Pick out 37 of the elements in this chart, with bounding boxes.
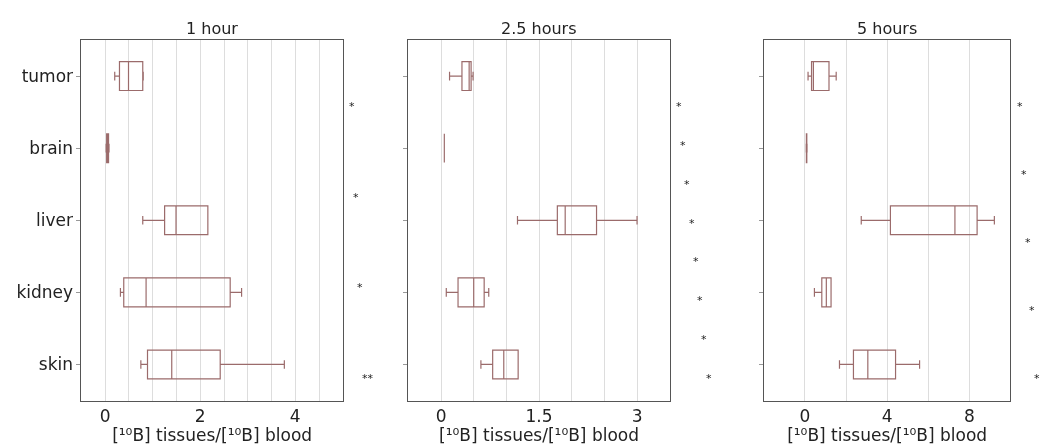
y-tick-label: brain <box>29 138 74 159</box>
x-tick-label: 3 <box>631 405 643 426</box>
x-tick-label: 1.5 <box>525 405 553 426</box>
text: * <box>684 178 690 191</box>
text: * <box>697 294 703 307</box>
text: * <box>693 255 699 268</box>
chart-title: 2.5 hours <box>501 19 577 38</box>
text: * <box>706 372 712 385</box>
x-tick-label: 4 <box>881 405 893 426</box>
text: * <box>353 191 359 204</box>
text: * <box>1025 236 1031 249</box>
text: * <box>1017 100 1023 113</box>
text: * <box>680 139 686 152</box>
x-axis-title: [¹⁰B] tissues/[¹⁰B] blood <box>787 425 988 445</box>
chart-title: 1 hour <box>186 19 239 38</box>
text: * <box>701 333 707 346</box>
text: * <box>689 217 695 230</box>
text: ** <box>362 372 374 385</box>
chart-title: 5 hours <box>857 19 918 38</box>
x-tick-label: 8 <box>963 405 975 426</box>
text: * <box>1021 168 1027 181</box>
x-tick-label: 2 <box>194 405 206 426</box>
x-axis-title: [¹⁰B] tissues/[¹⁰B] blood <box>112 425 313 445</box>
x-axis-title: [¹⁰B] tissues/[¹⁰B] blood <box>439 425 640 445</box>
text: * <box>1029 304 1035 317</box>
text: * <box>349 100 355 113</box>
x-tick-label: 0 <box>799 405 811 426</box>
y-tick-label: skin <box>38 354 74 375</box>
text: * <box>1034 372 1040 385</box>
text: * <box>357 281 363 294</box>
y-tick-label: kidney <box>16 282 74 303</box>
text: * <box>676 100 682 113</box>
y-tick-label: tumor <box>21 66 74 87</box>
x-tick-label: 4 <box>289 405 301 426</box>
y-tick-label: liver <box>36 210 74 231</box>
x-tick-label: 0 <box>435 405 447 426</box>
x-tick-label: 0 <box>99 405 111 426</box>
